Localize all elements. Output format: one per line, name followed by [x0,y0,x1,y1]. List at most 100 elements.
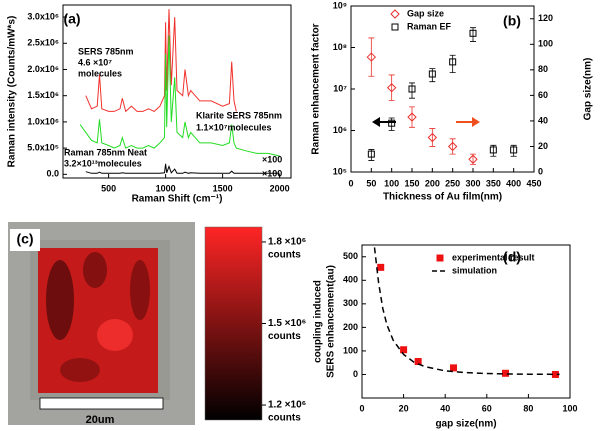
x-tick-label: 2000 [270,183,290,193]
annotation: SERS 785nm [78,46,134,56]
x-axis-title: Thickness of Au film(nm) [383,192,502,203]
annotation: molecules [78,68,122,78]
map-dark-region [60,358,100,382]
error-bar [409,82,415,99]
y-tick-label: 400 [343,275,358,285]
legend-symbol [436,254,444,262]
y-axis-title: SERS enhancement(au) [326,265,337,378]
colorbar-label: 1.2 ×10⁶ [268,400,306,411]
error-bar [449,54,456,73]
colorbar-unit: counts [268,413,301,424]
x-tick-label: 150 [404,178,419,188]
map-dark-region [83,252,107,288]
x-tick-label: 40 [440,403,450,413]
y2-tick-label: 120 [538,13,553,23]
x-tick-label: 1500 [213,183,233,193]
x-axis-title: Raman Shift (cm⁻¹) [132,194,223,205]
map-dark-region [130,260,150,320]
y-tick-label: 10⁵ [333,166,347,176]
panel-label: (d) [503,249,521,265]
marker [367,150,375,158]
x-tick-label: 100 [384,178,399,188]
map-bright-region [97,319,133,351]
legend-symbol [391,23,399,31]
marker [510,146,518,154]
error-bar [429,128,436,147]
arrow-head [372,117,380,127]
scale-bar [39,397,164,410]
y-tick-label: 5.0x10⁵ [27,142,59,152]
error-bar [449,138,456,155]
y-tick-label: 10⁸ [333,42,347,52]
plot-frame [361,244,571,399]
marker [450,364,458,372]
y-tick-label: 2.5x10⁶ [27,38,59,48]
marker [377,263,385,271]
colorbar [204,226,263,421]
panel-label: (b) [503,13,521,29]
legend-label: simulation [452,265,497,275]
marker [400,346,408,354]
legend-label: Gap size [407,8,444,18]
y-axis-title: Raman intensity (Counts/mW*s) [7,16,18,168]
y2-axis-title: Gap size(nm) [583,58,594,121]
annotation: ×100 [262,168,282,178]
x-tick-label: 500 [101,183,116,193]
marker [408,85,416,93]
marker [386,83,397,93]
error-bar [470,27,476,42]
panel-label-box [10,229,40,251]
x-tick-label: 100 [562,403,577,413]
x-tick-label: 60 [482,403,492,413]
panel-label: (c) [16,231,33,247]
y-tick-label: 10⁷ [333,83,347,93]
arrow-head [472,117,480,127]
marker [489,146,497,154]
sers-map-image: 20um [8,222,195,426]
y-tick-label: 10⁹ [333,0,347,10]
x-tick-label: 80 [523,403,533,413]
y-tick-label: 0.0 [46,169,59,179]
colorbar-label: 1.8 ×10⁶ [268,237,306,248]
y2-tick-label: 100 [538,39,553,49]
x-tick-label: 400 [506,178,521,188]
arrows [372,117,480,127]
legend-label: experimental result [452,252,535,262]
x-tick-label: 250 [445,178,460,188]
x-tick-label: 0 [348,178,353,188]
scale-bar-label: 20um [86,414,115,426]
x-tick-label: 0 [359,403,364,413]
error-bar [368,37,375,77]
marker [427,132,438,143]
x-tick-label: 1000 [156,183,176,193]
x-tick-label: 350 [486,178,501,188]
spectrum-line [85,163,280,174]
annotation: Raman 785nm Neat [64,147,147,157]
error-bar [388,74,395,101]
x-tick-label: 300 [465,178,480,188]
x-tick-label: 50 [366,178,376,188]
panel-label: (a) [63,11,80,27]
colorbar-unit: counts [268,250,301,261]
marker [388,119,396,127]
y-tick-label: 2.0x10⁶ [27,64,59,74]
marker [366,52,377,62]
plot-frame [62,4,292,179]
annotation: 3.2×10¹³molecules [64,158,142,168]
y-axis-title: coupling induced [313,280,324,363]
y-tick-label: 500 [343,251,358,261]
marker [407,112,417,122]
map-dark-region [46,260,74,340]
y-tick-label: 200 [343,322,358,332]
y-tick-label: 300 [343,298,358,308]
marker [447,141,458,152]
y2-tick-label: 80 [538,64,548,74]
colorbar-unit: counts [268,331,301,342]
x-axis-title: gap size(nm) [435,419,496,430]
y2-tick-label: 60 [538,90,548,100]
x-tick-label: 200 [425,178,440,188]
error-bar [409,106,415,128]
annotation: 1.1×10⁷molecules [196,122,272,132]
simulation-line [373,247,560,376]
